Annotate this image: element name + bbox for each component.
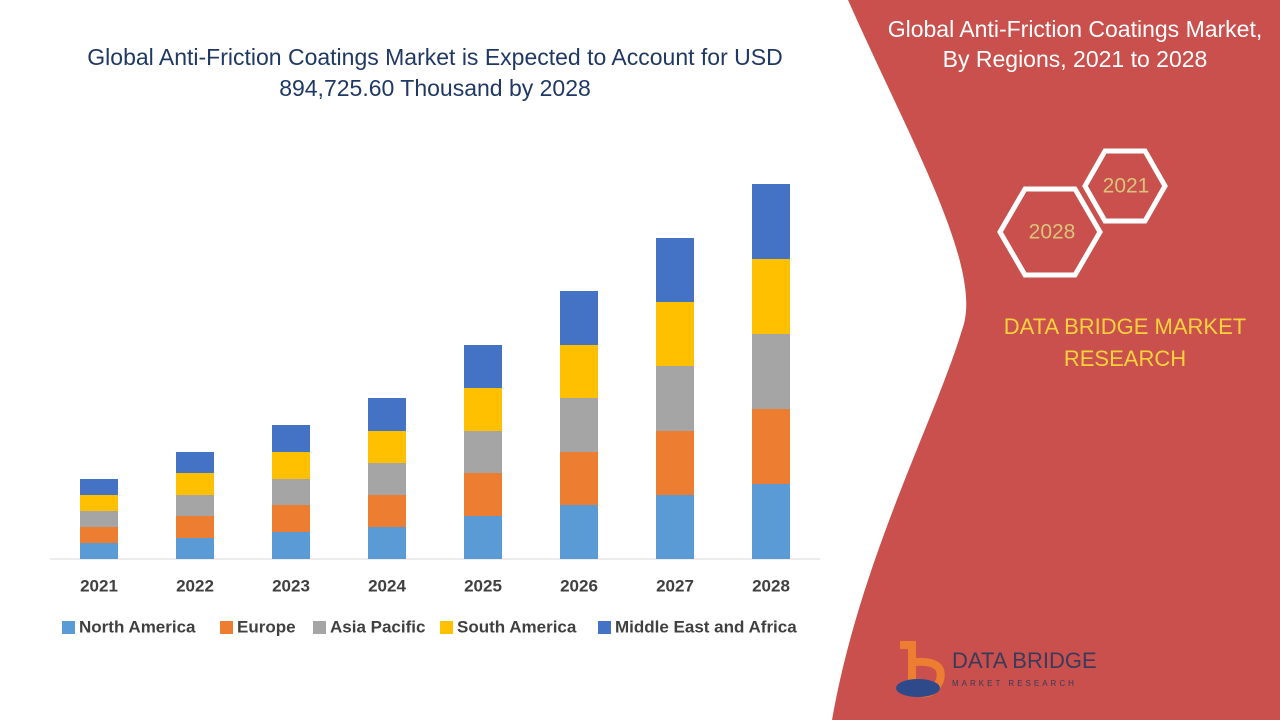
bar-segment (752, 484, 790, 559)
legend-swatch (598, 621, 611, 634)
bar-segment (368, 495, 406, 527)
bar-segment (560, 345, 598, 398)
x-tick-label: 2025 (464, 576, 502, 595)
bar-segment (80, 543, 118, 559)
bar-segment (80, 495, 118, 511)
panel-title: Global Anti-Friction Coatings Market, By… (887, 16, 1263, 72)
bar-segment (176, 473, 214, 495)
bar-segment (752, 184, 790, 259)
x-tick-label: 2024 (368, 576, 406, 595)
legend-label: South America (457, 617, 577, 636)
x-tick-label: 2027 (656, 576, 694, 595)
x-tick-label: 2021 (80, 576, 118, 595)
bar-segment (560, 452, 598, 505)
bar-segment (368, 463, 406, 495)
bar-segment (656, 431, 694, 495)
logo: DATA BRIDGE MARKET RESEARCH (896, 641, 1097, 698)
hexagon (997, 186, 1103, 278)
brand: DATA BRIDGE MARKET RESEARCH (1003, 314, 1247, 371)
bar-segment (464, 345, 502, 388)
bar-segment (368, 527, 406, 559)
x-tick-label: 2026 (560, 576, 598, 595)
bar-segment (752, 334, 790, 409)
bar-segment (464, 431, 502, 473)
bar-segment (176, 516, 214, 538)
bar-segment (752, 409, 790, 484)
bar-segment (176, 495, 214, 516)
bar-segment (80, 527, 118, 543)
bar-segment (560, 505, 598, 559)
logo-mark (896, 679, 940, 697)
bar-segment (656, 238, 694, 302)
hexagon (1082, 148, 1168, 224)
bar-segment (272, 425, 310, 452)
x-tick-label: 2022 (176, 576, 214, 595)
logo-name: DATA BRIDGE (952, 648, 1097, 673)
x-tick-label: 2023 (272, 576, 310, 595)
legend-label: Middle East and Africa (615, 617, 797, 636)
bar-segment (80, 511, 118, 527)
legend-label: Asia Pacific (330, 617, 425, 636)
bar-segment (752, 259, 790, 334)
hex-label: 2028 (1029, 221, 1076, 244)
bar-segment (176, 452, 214, 473)
bar-segment (272, 505, 310, 532)
bar-segment (656, 495, 694, 559)
hex-label: 2021 (1103, 175, 1150, 198)
bar-segment (464, 516, 502, 559)
bar-segment (176, 538, 214, 559)
bar-segment (656, 302, 694, 366)
legend-swatch (220, 621, 233, 634)
legend-swatch (313, 621, 326, 634)
side-panel (832, 0, 1280, 720)
bar-segment (560, 398, 598, 452)
x-tick-label: 2028 (752, 576, 790, 595)
bar-segment (464, 473, 502, 516)
bar-segment (656, 366, 694, 431)
legend-label: North America (79, 617, 196, 636)
bar-segment (80, 479, 118, 495)
logo-tagline: MARKET RESEARCH (952, 679, 1077, 688)
bar-segment (272, 452, 310, 479)
bar-segment (272, 479, 310, 505)
bar-segment (464, 388, 502, 431)
bar-segment (368, 431, 406, 463)
legend-label: Europe (237, 617, 296, 636)
bar-segment (560, 291, 598, 345)
bar-segment (368, 398, 406, 431)
legend-swatch (440, 621, 453, 634)
legend-swatch (62, 621, 75, 634)
bar-segment (272, 532, 310, 559)
chart-title: Global Anti-Friction Coatings Market is … (87, 44, 783, 101)
